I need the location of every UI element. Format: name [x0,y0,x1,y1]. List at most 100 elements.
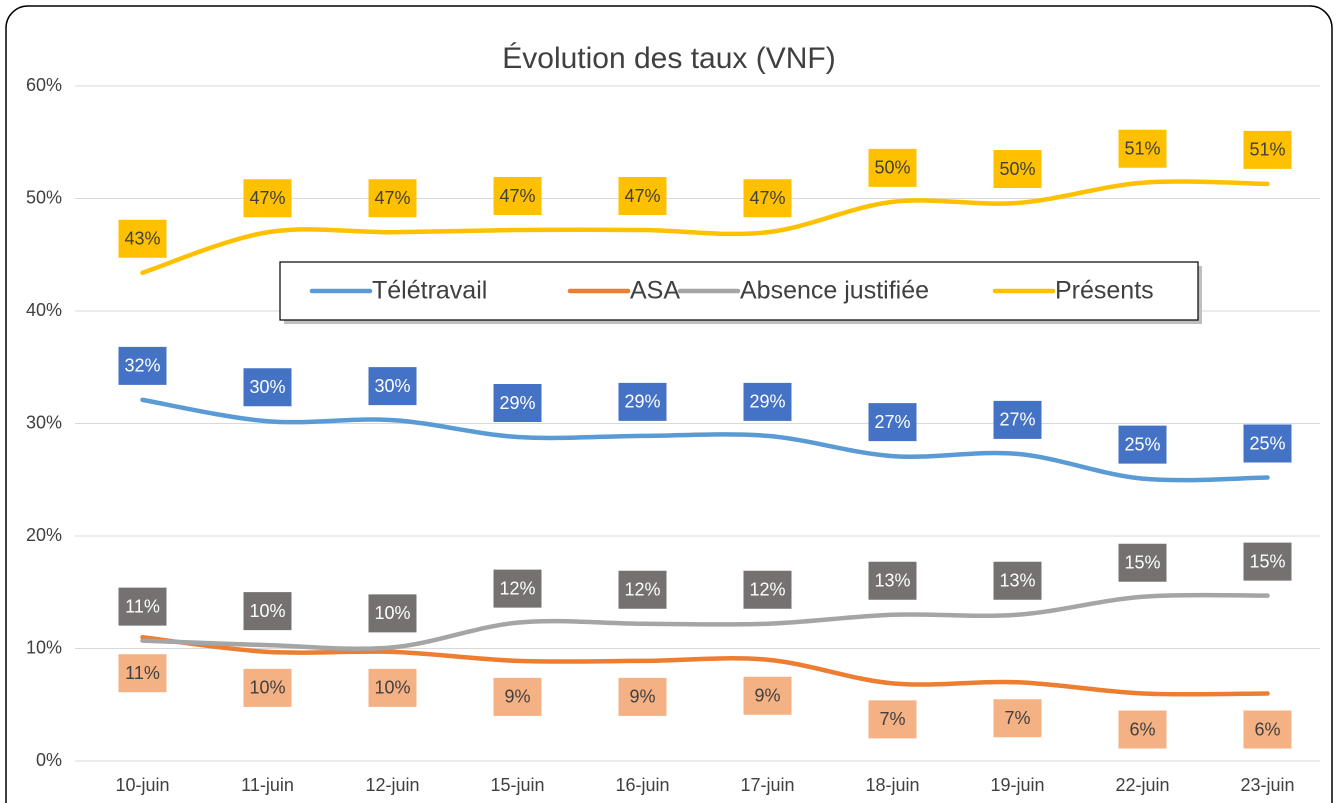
data-label: 47% [749,188,785,208]
data-label-box [618,677,667,716]
data-label-box [243,592,292,631]
data-label: 30% [374,376,410,396]
series-line [140,179,1270,275]
data-label: 47% [624,186,660,206]
data-label-box [118,219,167,258]
data-label: 9% [754,686,780,706]
data-label-box [1243,130,1292,169]
data-label: 25% [1249,433,1285,453]
x-tick-label: 10-juin [115,775,169,795]
data-label-box [493,384,542,422]
y-tick-label: 60% [26,75,62,95]
series-line [140,397,1270,483]
data-label-box [993,400,1042,439]
data-label: 51% [1249,140,1285,160]
data-label-box [243,368,292,407]
data-label-box [1243,710,1292,749]
data-label-box [243,179,292,218]
data-label: 43% [124,229,160,249]
data-label: 11% [125,663,160,683]
y-tick-label: 20% [26,525,62,545]
data-label-box [493,177,542,215]
data-label-box [368,594,417,633]
x-tick-label: 22-juin [1115,775,1169,795]
x-tick-label: 11-juin [241,775,294,795]
y-tick-label: 50% [26,187,62,207]
x-tick-label: 12-juin [365,775,419,795]
data-label-box [743,382,792,421]
data-label: 10% [249,678,285,698]
data-label: 6% [1129,719,1155,739]
x-tick-label: 18-juin [865,775,919,795]
data-label: 13% [999,571,1035,591]
data-label: 15% [1124,553,1160,573]
data-label-box [618,177,667,215]
data-label: 29% [624,392,660,412]
data-label: 27% [874,412,910,432]
data-label-box [368,668,417,707]
data-label: 51% [1124,139,1160,159]
data-label-box [868,403,917,442]
data-label: 12% [499,578,535,598]
data-label: 47% [374,188,410,208]
data-label: 50% [874,158,910,178]
data-label: 29% [499,393,535,413]
series-line [140,635,1270,697]
data-label-box [743,676,792,715]
data-label: 11% [125,596,160,616]
data-label: 13% [874,571,910,591]
data-label-box [118,587,167,626]
legend-label: ASA [630,277,680,305]
data-label: 10% [374,603,410,623]
data-label: 29% [749,392,785,412]
data-label-box [868,148,917,187]
data-label: 6% [1254,719,1280,739]
data-label-box [618,570,667,609]
data-label: 27% [999,410,1035,430]
data-label-box [493,677,542,716]
data-label: 10% [374,678,410,698]
data-label-box [993,699,1042,738]
legend-label: Présents [1055,277,1154,305]
data-label-box [993,150,1042,188]
x-tick-label: 15-juin [490,775,544,795]
data-label: 7% [879,709,905,729]
data-label-box [493,569,542,608]
data-label: 9% [629,687,655,707]
y-tick-label: 40% [26,300,62,320]
data-label-box [1118,425,1167,464]
data-label: 15% [1249,551,1285,571]
data-label: 12% [749,580,785,600]
data-label-box [1118,710,1167,749]
data-label: 10% [249,601,285,621]
data-label-box [118,346,167,385]
data-label-box [743,570,792,609]
data-label-box [868,700,917,739]
y-tick-label: 0% [36,750,62,770]
data-label: 12% [624,580,660,600]
data-label-box [743,179,792,218]
legend-label: Absence justifiée [740,277,929,305]
data-label-box [368,179,417,218]
data-label: 7% [1004,708,1030,728]
data-label-box [1118,129,1167,168]
data-label-box [993,561,1042,600]
data-label-box [368,367,417,406]
series-line [140,592,1270,652]
y-tick-label: 30% [26,412,62,432]
chart-title: Évolution des taux (VNF) [502,42,835,75]
data-label-box [1243,424,1292,463]
data-label: 9% [504,687,530,707]
data-label-box [1243,542,1292,581]
data-label-box [618,382,667,421]
x-tick-label: 19-juin [990,775,1044,795]
legend-label: Télétravail [372,277,487,305]
data-label: 50% [999,159,1035,179]
data-label: 30% [249,377,285,397]
chart-frame [5,5,1333,803]
y-tick-label: 10% [26,637,62,657]
data-label-box [1118,543,1167,582]
x-tick-label: 17-juin [740,775,794,795]
data-label: 32% [124,356,160,376]
